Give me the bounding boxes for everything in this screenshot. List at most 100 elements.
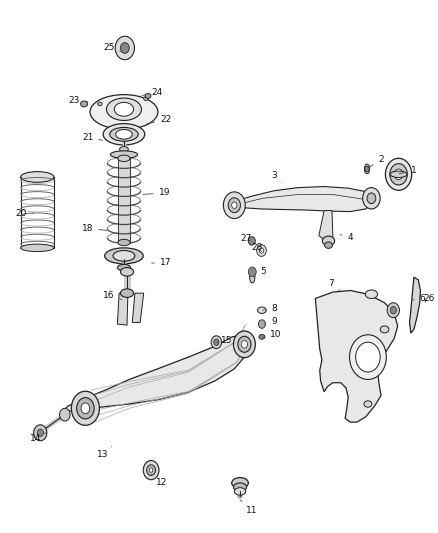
Ellipse shape	[98, 102, 102, 106]
Text: 7: 7	[328, 279, 339, 290]
Ellipse shape	[103, 124, 145, 145]
Text: 21: 21	[82, 133, 102, 142]
Ellipse shape	[113, 251, 135, 261]
Ellipse shape	[118, 155, 130, 161]
Circle shape	[71, 391, 99, 425]
Circle shape	[350, 335, 386, 379]
Text: 11: 11	[240, 500, 258, 515]
Ellipse shape	[106, 98, 141, 120]
Polygon shape	[410, 277, 420, 333]
Circle shape	[248, 237, 255, 245]
Circle shape	[367, 193, 376, 204]
Circle shape	[147, 465, 155, 475]
Text: 1: 1	[399, 166, 417, 175]
Text: 22: 22	[147, 116, 171, 124]
Text: 19: 19	[143, 189, 170, 197]
Circle shape	[387, 303, 399, 318]
Ellipse shape	[114, 102, 134, 116]
Ellipse shape	[110, 151, 138, 158]
Circle shape	[34, 425, 47, 441]
Text: 10: 10	[263, 330, 282, 338]
Ellipse shape	[234, 488, 246, 495]
Circle shape	[257, 245, 266, 256]
Ellipse shape	[144, 96, 148, 100]
Polygon shape	[132, 293, 144, 322]
Text: 20: 20	[15, 209, 33, 217]
Ellipse shape	[21, 172, 54, 182]
Ellipse shape	[110, 127, 138, 141]
Circle shape	[390, 306, 396, 314]
Text: 12: 12	[151, 474, 168, 487]
Text: 8: 8	[263, 304, 277, 312]
Circle shape	[115, 36, 134, 60]
Polygon shape	[315, 290, 398, 422]
Text: 27: 27	[240, 235, 252, 243]
Ellipse shape	[322, 236, 335, 246]
Ellipse shape	[365, 290, 378, 298]
Circle shape	[120, 43, 129, 53]
Ellipse shape	[259, 335, 265, 340]
Circle shape	[238, 336, 251, 352]
Text: 13: 13	[97, 447, 112, 458]
Text: 25: 25	[103, 44, 122, 52]
Text: 15: 15	[217, 336, 233, 344]
Circle shape	[258, 320, 265, 328]
Circle shape	[77, 398, 94, 419]
Circle shape	[363, 188, 380, 209]
Circle shape	[228, 198, 240, 213]
Ellipse shape	[120, 289, 134, 297]
Polygon shape	[117, 293, 128, 325]
Circle shape	[259, 248, 264, 253]
Polygon shape	[228, 187, 374, 212]
Text: 24: 24	[142, 88, 162, 97]
Text: 16: 16	[103, 291, 122, 300]
Ellipse shape	[364, 401, 372, 407]
Text: 9: 9	[265, 318, 277, 326]
Text: 23: 23	[69, 96, 88, 104]
Circle shape	[37, 429, 43, 437]
Ellipse shape	[364, 164, 370, 174]
Ellipse shape	[118, 239, 130, 246]
Polygon shape	[118, 158, 130, 243]
Ellipse shape	[390, 171, 407, 177]
Circle shape	[394, 169, 403, 180]
Circle shape	[211, 336, 222, 349]
Ellipse shape	[21, 244, 54, 252]
Ellipse shape	[325, 242, 332, 248]
Ellipse shape	[380, 326, 389, 333]
Circle shape	[143, 461, 159, 480]
Circle shape	[223, 192, 245, 219]
Circle shape	[385, 158, 412, 190]
Circle shape	[233, 331, 255, 358]
Text: 17: 17	[152, 258, 171, 266]
Text: 18: 18	[82, 224, 107, 232]
Ellipse shape	[250, 271, 255, 283]
Circle shape	[241, 341, 247, 348]
Ellipse shape	[120, 268, 134, 276]
Circle shape	[214, 339, 219, 345]
Ellipse shape	[116, 130, 132, 139]
Circle shape	[149, 468, 153, 472]
Circle shape	[390, 164, 407, 185]
Polygon shape	[319, 211, 333, 241]
Circle shape	[248, 267, 256, 277]
Text: 5: 5	[254, 268, 266, 277]
Ellipse shape	[117, 264, 131, 271]
Circle shape	[60, 408, 70, 421]
Text: 14: 14	[30, 433, 46, 442]
Ellipse shape	[145, 94, 151, 99]
Ellipse shape	[90, 95, 158, 130]
Ellipse shape	[105, 248, 143, 264]
Text: 28: 28	[252, 244, 263, 252]
Circle shape	[356, 342, 380, 372]
Ellipse shape	[232, 478, 248, 488]
Polygon shape	[65, 335, 249, 411]
Text: 2: 2	[370, 156, 384, 166]
Text: 6: 6	[412, 294, 426, 303]
Ellipse shape	[258, 307, 266, 313]
Ellipse shape	[120, 147, 128, 152]
Text: 3: 3	[271, 172, 282, 182]
Text: 4: 4	[340, 233, 353, 241]
Text: 26: 26	[424, 294, 435, 303]
Circle shape	[81, 403, 90, 414]
